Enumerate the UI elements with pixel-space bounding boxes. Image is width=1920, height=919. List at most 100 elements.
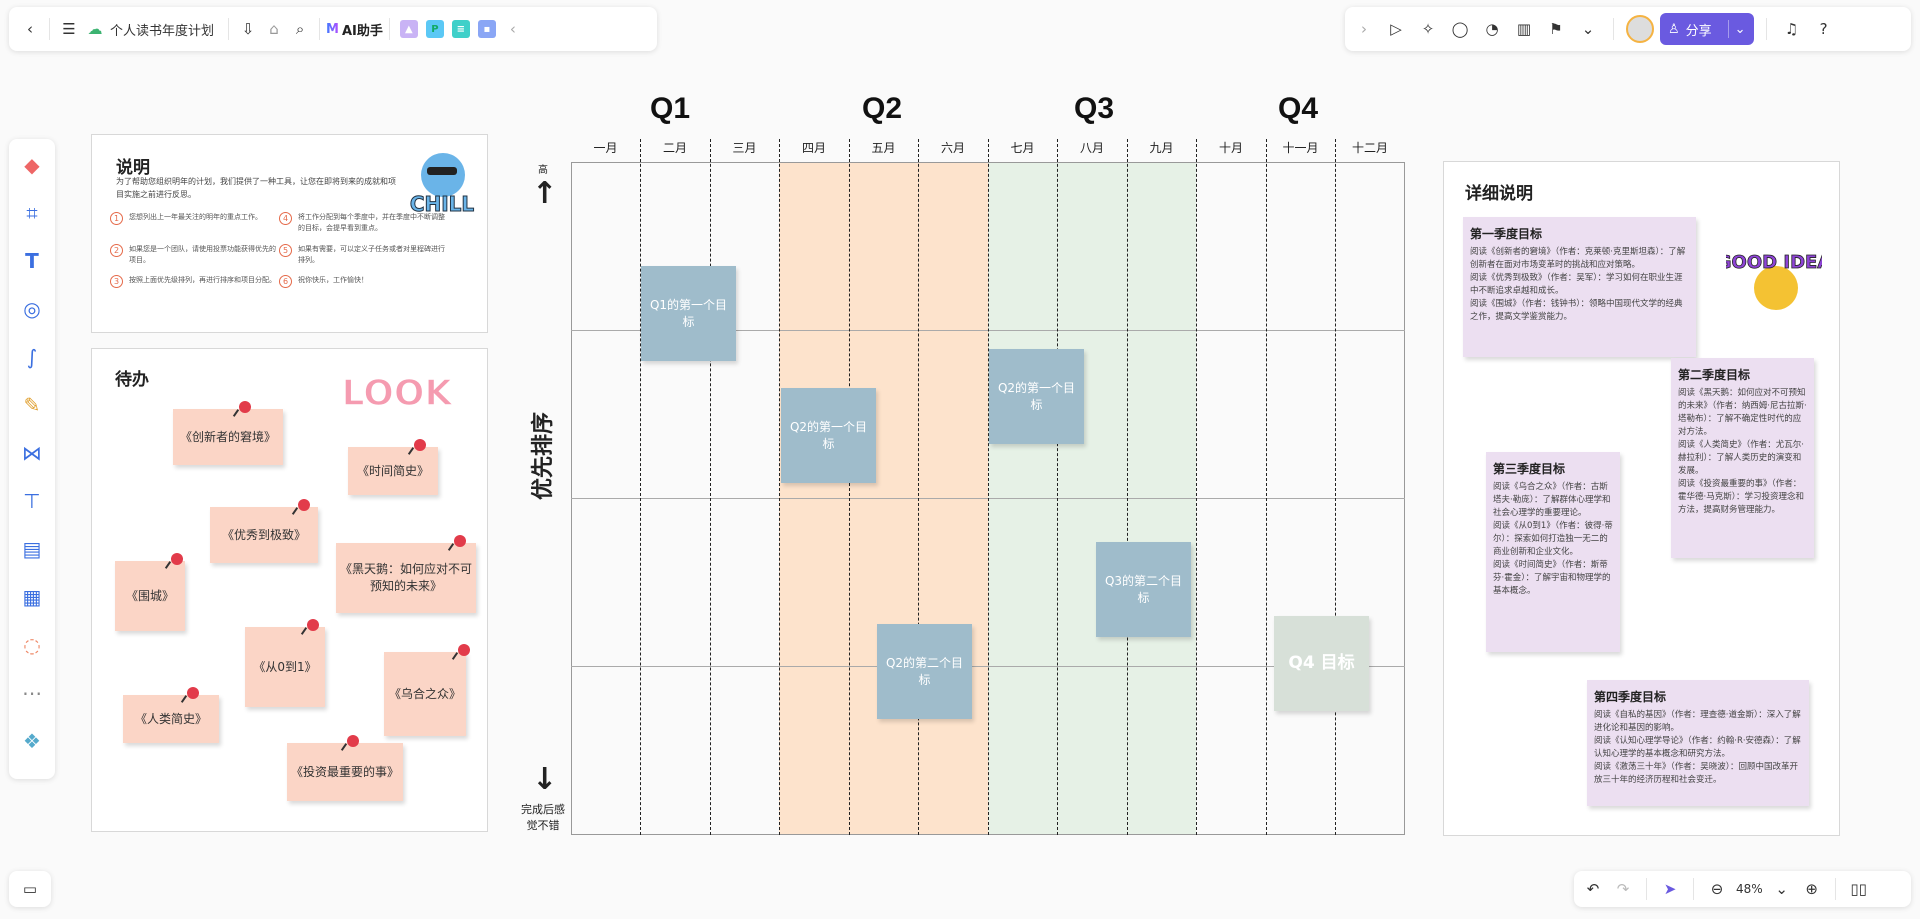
quarter-detail-note[interactable]: 第四季度目标 阅读《自私的基因》（作者：理查德·道金斯）：深入了解进化论和基因的影… [1587, 680, 1809, 806]
axis-bottom-label: 完成后感觉不错 [521, 803, 565, 832]
pen-icon[interactable]: ✎ [23, 393, 41, 417]
bell-icon[interactable]: ♫ [1784, 20, 1799, 38]
instruction-step: 2 如果您是一个团队，请使用投票功能获得优先的项目。 [110, 244, 280, 266]
redo-icon[interactable]: ↷ [1616, 880, 1630, 898]
minimap-icon[interactable]: ▭ [22, 880, 38, 898]
chevron-down-icon[interactable]: ⌄ [1734, 21, 1746, 37]
step-number: 4 [279, 212, 292, 225]
select-pointer-icon[interactable]: ➤ [1663, 880, 1677, 898]
image-app-icon[interactable]: ▲ [399, 20, 418, 38]
menu-icon[interactable]: ☰ [62, 20, 76, 38]
todo-sticky-note[interactable]: 《围城》 [115, 553, 185, 631]
detail-note-line: 阅读《激荡三十年》（作者：吴晓波）：回顾中国改革开放三十年的经济历程和社会变迁。 [1594, 762, 1799, 785]
detail-note-title: 第二季度目标 [1678, 368, 1751, 382]
timer-icon[interactable]: ◔ [1485, 20, 1499, 38]
laser-icon[interactable]: ⚑ [1549, 20, 1563, 38]
detail-note-line: 阅读《时间简史》（作者：斯蒂芬·霍金）：了解宇宙和物理学的基本概念。 [1493, 560, 1611, 596]
explain-title: 说明 [116, 158, 150, 178]
mindmap-icon[interactable]: ⋈ [22, 441, 42, 465]
avatar[interactable] [1626, 15, 1654, 43]
month-divider [849, 139, 850, 835]
book-view-icon[interactable]: ▯▯ [1850, 880, 1867, 898]
quarter-detail-note[interactable]: 第一季度目标 阅读《创新者的窘境》（作者：克莱顿·克里斯坦森）：了解创新者在面对市… [1463, 217, 1696, 357]
chat-app-icon[interactable]: ▪ [477, 20, 496, 38]
todo-sticky-note[interactable]: 《优秀到极致》 [210, 499, 318, 563]
row-divider [571, 498, 1405, 499]
zoom-out-icon[interactable]: ⊖ [1710, 880, 1724, 898]
document-title[interactable]: 个人读书年度计划 [110, 23, 215, 39]
todo-sticky-note[interactable]: 《时间简史》 [348, 439, 438, 495]
quarter-detail-note[interactable]: 第三季度目标 阅读《乌合之众》（作者：古斯塔夫·勒庞）：了解群体心理学和社会心理学… [1486, 452, 1620, 652]
template-icon[interactable]: ◆ [24, 153, 40, 177]
connector-icon[interactable]: ∫ [26, 345, 38, 369]
month-label: 五月 [871, 141, 896, 155]
more-down-icon[interactable]: ⌄ [1581, 20, 1595, 38]
detail-note-title: 第一季度目标 [1470, 227, 1543, 241]
month-label: 六月 [940, 141, 965, 155]
q3-band [988, 162, 1196, 835]
quarter-detail-note[interactable]: 第二季度目标 阅读《黑天鹅：如何应对不可预知的未来》（作者：纳西姆·尼古拉斯·塔勒… [1671, 358, 1814, 558]
q2-band [779, 162, 988, 835]
download-icon[interactable]: ⇩ [241, 20, 255, 38]
note-text: 《时间简史》 [356, 463, 429, 478]
collapse-icon[interactable]: ‹ [509, 20, 516, 38]
divider [319, 18, 321, 40]
share-button[interactable]: ♙ 分享 ⌄ [1660, 13, 1754, 45]
step-text: 您想列出上一年最关注的明年的重点工作。 [129, 213, 262, 221]
zoom-dropdown-icon[interactable]: ⌄ [1775, 880, 1788, 898]
table-icon[interactable]: ▦ [22, 585, 42, 609]
more-icon[interactable]: ⋯ [22, 681, 42, 705]
frame-icon[interactable]: ⌗ [26, 201, 38, 225]
timer-tool-icon[interactable]: ◌ [23, 633, 41, 657]
back-icon[interactable]: ‹ [27, 20, 33, 38]
ai-assistant-button[interactable]: M AI助手 [326, 20, 383, 39]
month-divider [640, 139, 641, 835]
bottom-left-toolbar: ▭ [9, 871, 51, 907]
month-label: 十一月 [1282, 141, 1319, 155]
goal-sticky-note[interactable]: Q2的第一个目标 [989, 349, 1084, 444]
apps-icon[interactable]: ❖ [23, 729, 41, 753]
comment-icon[interactable]: ◯ [1451, 20, 1469, 38]
sticky-note-icon[interactable]: ▤ [22, 537, 42, 561]
todo-sticky-note[interactable]: 《投资最重要的事》 [287, 735, 403, 801]
sticker-text: CHILL [410, 192, 475, 216]
cloud-synced-icon: ☁ [87, 20, 103, 38]
shape-icon[interactable]: ◎ [23, 297, 41, 321]
goal-sticky-note[interactable]: Q1的第一个目标 [641, 266, 736, 361]
todo-panel: 待办 LOOK 《创新者的窘境》 《时间简史》 《优秀到极致》 《黑天鹅：如何应对不可… [91, 348, 488, 832]
month-label: 七月 [1010, 141, 1035, 155]
undo-icon[interactable]: ↶ [1586, 880, 1600, 898]
todo-sticky-note[interactable]: 《黑天鹅：如何应对不可预知的未来》 [336, 535, 476, 613]
pushpin-icon [239, 401, 251, 413]
todo-sticky-note[interactable]: 《乌合之众》 [384, 644, 470, 736]
instruction-step: 6 祝你快乐，工作愉快！ [279, 275, 449, 288]
present-icon[interactable]: ▷ [1390, 20, 1402, 38]
zoom-in-icon[interactable]: ⊕ [1805, 880, 1818, 898]
help-icon[interactable]: ? [1819, 20, 1828, 38]
goal-sticky-note[interactable]: Q2的第一个目标 [781, 388, 876, 483]
ai-assistant-label: AI助手 [341, 23, 383, 39]
detail-note-line: 阅读《人类简史》（作者：尤瓦尔·赫拉利）：了解人类历史的演变和发展。 [1678, 440, 1804, 476]
pushpin-icon [414, 439, 426, 451]
celebrate-icon[interactable]: ✧ [1421, 20, 1435, 38]
axis-title: 优先排序 [531, 411, 556, 500]
todo-sticky-note[interactable]: 《创新者的窘境》 [173, 401, 283, 465]
goal-sticky-note[interactable]: Q3的第二个目标 [1096, 542, 1191, 637]
expand-icon[interactable]: › [1361, 20, 1367, 38]
text-icon[interactable]: T [25, 249, 39, 273]
todo-sticky-note[interactable]: 《人类简史》 [123, 687, 219, 743]
tag-icon[interactable]: ⌂ [269, 20, 279, 38]
detail-note-line: 阅读《投资最重要的事》（作者：霍华德·马克斯）：学习投资理念和方法，提高财务管理… [1678, 479, 1804, 515]
p-app-icon[interactable]: P [425, 20, 444, 38]
q4-goal-note[interactable]: Q4 目标 [1274, 616, 1369, 711]
month-label: 九月 [1149, 141, 1174, 155]
vote-icon[interactable]: ▥ [1516, 20, 1532, 38]
detail-title: 详细说明 [1465, 184, 1533, 204]
sticker-text: GOOD IDEA [1726, 252, 1822, 273]
text-box-icon[interactable]: ⊤ [23, 489, 41, 513]
todo-sticky-note[interactable]: 《从0到1》 [245, 619, 325, 707]
zoom-level[interactable]: 48% [1736, 882, 1763, 896]
goal-sticky-note[interactable]: Q2的第二个目标 [877, 624, 972, 719]
search-icon[interactable]: ⌕ [295, 20, 305, 38]
mindmap-app-icon[interactable]: ≡ [451, 20, 470, 38]
